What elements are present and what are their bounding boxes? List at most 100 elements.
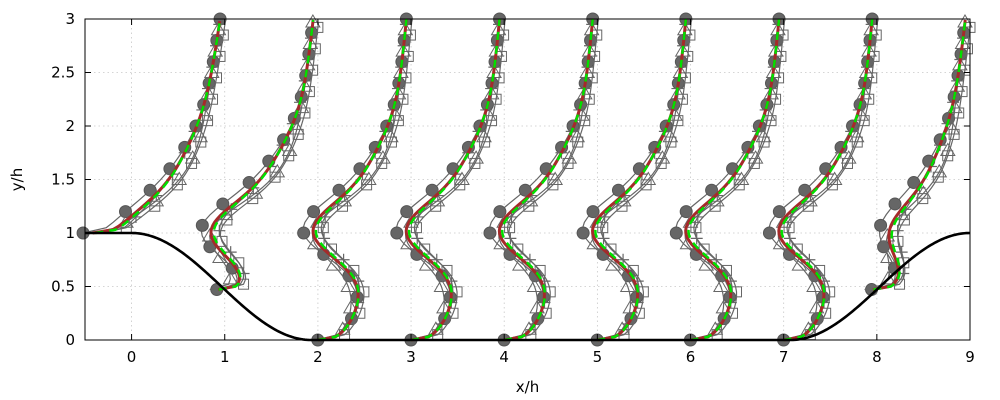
triangle-marker	[931, 163, 948, 178]
model-red-line	[209, 19, 315, 292]
triangle-marker	[192, 128, 209, 143]
triangle-marker	[806, 278, 822, 292]
triangle-marker	[763, 85, 780, 100]
triangle-marker	[547, 171, 564, 185]
triangle-marker	[733, 171, 750, 185]
plus-marker	[597, 232, 610, 245]
triangle-marker	[944, 121, 961, 135]
triangle-marker	[622, 299, 639, 314]
profile-station	[390, 12, 510, 347]
plus-marker	[213, 224, 226, 237]
circle-marker	[679, 205, 693, 219]
model-green-line	[407, 18, 501, 342]
grid-lines	[85, 19, 970, 340]
plus-marker	[411, 232, 424, 245]
plus-marker	[783, 232, 796, 245]
y-tick-label: 1.5	[51, 171, 75, 189]
model-green-line	[594, 18, 688, 342]
circle-marker	[119, 205, 133, 219]
triangle-marker	[375, 150, 391, 164]
profile-station	[576, 12, 696, 347]
model-green-line	[500, 18, 594, 342]
triangle-marker	[939, 142, 956, 156]
triangle-marker	[755, 128, 772, 143]
triangle-marker	[569, 128, 586, 143]
triangle-marker	[468, 150, 484, 164]
triangle-marker	[483, 85, 500, 100]
x-axis-label: x/h	[516, 378, 539, 396]
profile-station	[483, 12, 603, 347]
triangle-marker	[670, 85, 686, 100]
triangle-marker	[171, 171, 188, 185]
triangle-marker	[949, 78, 966, 92]
triangle-marker	[454, 171, 470, 185]
triangle-marker	[826, 171, 843, 185]
profile-station	[195, 14, 324, 297]
plus-marker	[318, 232, 331, 245]
circle-marker	[400, 205, 414, 219]
plus-marker	[895, 246, 908, 259]
triangle-marker	[840, 150, 857, 164]
triangle-marker	[247, 185, 264, 199]
triangle-marker	[856, 85, 873, 100]
triangle-marker	[662, 128, 679, 143]
triangle-marker	[512, 257, 528, 271]
x-tick-label: 5	[593, 348, 603, 366]
y-tick-label: 2.5	[51, 64, 75, 82]
y-tick-label: 0.5	[51, 278, 75, 296]
triangle-marker	[640, 171, 657, 185]
triangle-marker	[418, 257, 435, 271]
plus-marker	[224, 246, 237, 259]
circle-marker	[772, 205, 786, 219]
x-tick-label: 6	[686, 348, 696, 366]
triangle-marker	[576, 85, 593, 100]
x-tick-label: 7	[779, 348, 789, 366]
y-axis-label: y/h	[8, 168, 26, 191]
triangle-marker	[698, 257, 715, 271]
circle-marker	[297, 226, 311, 240]
triangle-marker	[296, 78, 313, 92]
triangle-marker	[382, 128, 399, 143]
profile-station	[762, 12, 882, 347]
triangle-marker	[589, 214, 606, 228]
triangle-marker	[325, 257, 342, 271]
triangle-marker	[715, 299, 732, 314]
triangle-marker	[436, 299, 452, 314]
circle-marker	[483, 226, 497, 240]
y-tick-label: 3	[65, 10, 75, 28]
circle-marker	[390, 226, 404, 240]
y-tick-label: 2	[65, 117, 75, 135]
y-tick-label: 1	[65, 224, 75, 242]
triangle-marker	[654, 150, 671, 164]
circle-marker	[888, 197, 902, 211]
triangle-marker	[848, 128, 865, 143]
model-green-line	[873, 19, 967, 291]
circle-marker	[242, 176, 256, 190]
triangle-marker	[309, 214, 326, 228]
x-tick-label: 1	[220, 348, 230, 366]
triangle-marker	[682, 214, 699, 228]
profile-station	[76, 12, 229, 240]
x-tick-label: 9	[965, 348, 975, 366]
triangle-marker	[526, 278, 543, 292]
triangle-marker	[791, 257, 808, 271]
model-green-line	[212, 19, 315, 291]
triangle-marker	[561, 150, 578, 164]
x-tick-label: 8	[872, 348, 882, 366]
triangle-marker	[200, 85, 217, 100]
triangle-marker	[360, 171, 377, 185]
plus-marker	[891, 224, 904, 237]
triangle-marker	[184, 150, 201, 164]
triangle-marker	[289, 121, 305, 135]
triangle-marker	[340, 278, 357, 292]
triangle-marker	[403, 214, 419, 228]
triangle-marker	[433, 278, 450, 292]
x-tick-label: 3	[406, 348, 416, 366]
model-green-line	[95, 20, 221, 235]
circle-marker	[216, 197, 230, 211]
triangle-marker	[201, 228, 218, 242]
triangle-marker	[390, 85, 407, 100]
x-tick-label: 4	[499, 348, 509, 366]
circle-marker	[586, 205, 600, 219]
triangle-marker	[713, 278, 729, 292]
